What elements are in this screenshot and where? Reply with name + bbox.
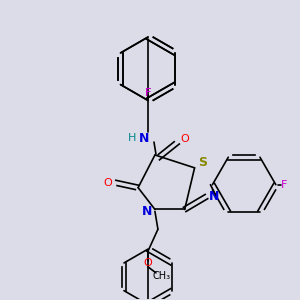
Text: N: N xyxy=(139,132,149,145)
Text: O: O xyxy=(144,258,152,268)
Text: CH₃: CH₃ xyxy=(153,271,171,281)
Text: F: F xyxy=(280,180,287,190)
Text: N: N xyxy=(142,205,152,218)
Text: S: S xyxy=(198,156,207,170)
Text: N: N xyxy=(209,190,220,203)
Text: O: O xyxy=(180,134,189,144)
Text: H: H xyxy=(128,133,136,143)
Text: O: O xyxy=(103,178,112,188)
Text: F: F xyxy=(145,88,151,98)
Text: F: F xyxy=(145,88,151,98)
